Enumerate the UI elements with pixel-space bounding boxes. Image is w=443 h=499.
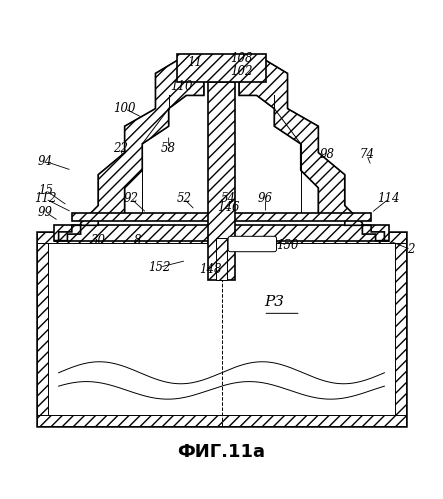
Polygon shape xyxy=(54,225,389,241)
Text: 152: 152 xyxy=(148,260,171,273)
Text: 92: 92 xyxy=(124,193,139,206)
Text: 100: 100 xyxy=(113,102,136,115)
Text: 110: 110 xyxy=(171,80,193,93)
Text: 74: 74 xyxy=(359,148,374,161)
Text: 108: 108 xyxy=(230,51,253,64)
Text: 102: 102 xyxy=(230,65,253,78)
Polygon shape xyxy=(178,53,265,82)
Text: 8: 8 xyxy=(134,234,142,247)
Text: 148: 148 xyxy=(199,263,222,276)
Polygon shape xyxy=(37,232,406,426)
Text: 22: 22 xyxy=(113,142,128,155)
Text: 99: 99 xyxy=(38,206,53,219)
Polygon shape xyxy=(54,60,204,241)
Polygon shape xyxy=(72,213,371,221)
Text: 58: 58 xyxy=(161,142,176,155)
Text: 98: 98 xyxy=(320,148,334,161)
Polygon shape xyxy=(216,239,227,280)
Text: 54: 54 xyxy=(221,193,236,206)
Text: 30: 30 xyxy=(91,234,106,247)
Text: 52: 52 xyxy=(177,193,191,206)
Polygon shape xyxy=(239,60,345,219)
Text: 146: 146 xyxy=(217,201,239,214)
FancyBboxPatch shape xyxy=(228,237,276,251)
Polygon shape xyxy=(37,415,406,426)
Polygon shape xyxy=(396,232,406,426)
Text: ФИГ.11а: ФИГ.11а xyxy=(178,443,265,461)
Text: 96: 96 xyxy=(258,193,273,206)
Text: 2: 2 xyxy=(407,243,415,256)
Text: 15: 15 xyxy=(38,184,53,197)
Text: 114: 114 xyxy=(377,193,400,206)
Polygon shape xyxy=(208,82,235,280)
Text: 150: 150 xyxy=(276,239,299,251)
Text: 11: 11 xyxy=(187,56,202,69)
Polygon shape xyxy=(98,60,204,219)
Polygon shape xyxy=(37,232,406,243)
Text: P3: P3 xyxy=(264,295,284,309)
Text: 112: 112 xyxy=(34,193,57,206)
Text: 94: 94 xyxy=(38,155,53,168)
Polygon shape xyxy=(37,232,47,426)
Polygon shape xyxy=(239,60,389,241)
